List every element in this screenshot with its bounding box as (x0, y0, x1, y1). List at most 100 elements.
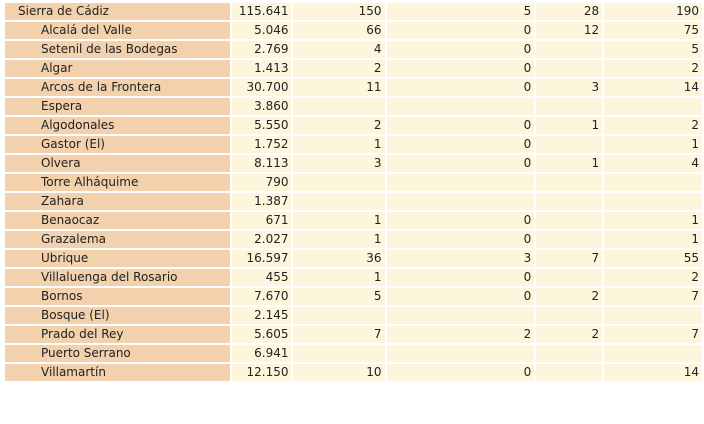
value-cell-c4 (536, 193, 603, 210)
table-row: Villaluenga del Rosario 455 1 0 2 (5, 269, 702, 286)
municipality-name-cell: Sierra de Cádiz (5, 3, 230, 20)
municipality-name-cell: Algar (5, 60, 230, 77)
value-cell-c1: 6.941 (231, 345, 292, 362)
value-cell-c3 (386, 345, 535, 362)
value-cell-c3: 0 (386, 364, 535, 381)
value-cell-c5: 190 (604, 3, 702, 20)
value-cell-c3: 5 (386, 3, 535, 20)
table-row: Torre Alháquime 790 (5, 174, 702, 191)
value-cell-c4 (536, 174, 603, 191)
value-cell-c3: 0 (386, 155, 535, 172)
municipality-name-cell: Villaluenga del Rosario (5, 269, 230, 286)
value-cell-c2: 150 (293, 3, 385, 20)
value-cell-c4: 1 (536, 117, 603, 134)
value-cell-c1: 671 (231, 212, 292, 229)
table-row: Bornos 7.670 5 0 2 7 (5, 288, 702, 305)
value-cell-c3: 0 (386, 60, 535, 77)
municipality-name-cell: Espera (5, 98, 230, 115)
value-cell-c1: 5.605 (231, 326, 292, 343)
value-cell-c3: 3 (386, 250, 535, 267)
value-cell-c5: 2 (604, 60, 702, 77)
table-row: Zahara 1.387 (5, 193, 702, 210)
value-cell-c3 (386, 307, 535, 324)
value-cell-c2: 5 (293, 288, 385, 305)
value-cell-c3 (386, 193, 535, 210)
municipality-name-cell: Bosque (El) (5, 307, 230, 324)
value-cell-c1: 3.860 (231, 98, 292, 115)
statistics-table: Sierra de Cádiz 115.641 150 5 28 190 Alcalá de… (3, 1, 704, 383)
table-row: Prado del Rey 5.605 7 2 2 7 (5, 326, 702, 343)
municipality-name-cell: Grazalema (5, 231, 230, 248)
value-cell-c3: 0 (386, 269, 535, 286)
value-cell-c1: 1.413 (231, 60, 292, 77)
value-cell-c4: 3 (536, 79, 603, 96)
value-cell-c2: 36 (293, 250, 385, 267)
value-cell-c2 (293, 193, 385, 210)
value-cell-c5 (604, 174, 702, 191)
value-cell-c2: 66 (293, 22, 385, 39)
municipality-name-cell: Zahara (5, 193, 230, 210)
value-cell-c2 (293, 174, 385, 191)
value-cell-c5: 1 (604, 136, 702, 153)
value-cell-c4: 1 (536, 155, 603, 172)
value-cell-c1: 5.550 (231, 117, 292, 134)
value-cell-c4: 12 (536, 22, 603, 39)
municipality-name-cell: Villamartín (5, 364, 230, 381)
value-cell-c2 (293, 307, 385, 324)
table-row: Ubrique 16.597 36 3 7 55 (5, 250, 702, 267)
table-body: Sierra de Cádiz 115.641 150 5 28 190 Alcalá de… (5, 3, 702, 381)
value-cell-c3: 0 (386, 288, 535, 305)
value-cell-c5: 14 (604, 79, 702, 96)
value-cell-c4: 2 (536, 326, 603, 343)
table-row: Espera 3.860 (5, 98, 702, 115)
municipality-name-cell: Prado del Rey (5, 326, 230, 343)
value-cell-c5 (604, 345, 702, 362)
value-cell-c1: 1.752 (231, 136, 292, 153)
value-cell-c2: 1 (293, 231, 385, 248)
municipality-name-cell: Benaocaz (5, 212, 230, 229)
value-cell-c1: 2.027 (231, 231, 292, 248)
value-cell-c1: 30.700 (231, 79, 292, 96)
value-cell-c4 (536, 269, 603, 286)
value-cell-c2 (293, 98, 385, 115)
value-cell-c4 (536, 41, 603, 58)
value-cell-c3: 0 (386, 212, 535, 229)
table-row: Olvera 8.113 3 0 1 4 (5, 155, 702, 172)
value-cell-c5 (604, 98, 702, 115)
value-cell-c5: 75 (604, 22, 702, 39)
table-row: Puerto Serrano 6.941 (5, 345, 702, 362)
table-row: Villamartín 12.150 10 0 14 (5, 364, 702, 381)
table-row: Grazalema 2.027 1 0 1 (5, 231, 702, 248)
table-row: Gastor (El) 1.752 1 0 1 (5, 136, 702, 153)
value-cell-c5: 2 (604, 117, 702, 134)
value-cell-c5: 1 (604, 231, 702, 248)
value-cell-c4: 7 (536, 250, 603, 267)
value-cell-c3: 2 (386, 326, 535, 343)
value-cell-c1: 115.641 (231, 3, 292, 20)
value-cell-c3: 0 (386, 41, 535, 58)
municipality-name-cell: Arcos de la Frontera (5, 79, 230, 96)
value-cell-c4 (536, 364, 603, 381)
value-cell-c1: 2.769 (231, 41, 292, 58)
table-row: Alcalá del Valle 5.046 66 0 12 75 (5, 22, 702, 39)
value-cell-c5 (604, 193, 702, 210)
value-cell-c5: 4 (604, 155, 702, 172)
municipality-name-cell: Gastor (El) (5, 136, 230, 153)
table-row: Algar 1.413 2 0 2 (5, 60, 702, 77)
value-cell-c2: 11 (293, 79, 385, 96)
value-cell-c1: 790 (231, 174, 292, 191)
value-cell-c4: 28 (536, 3, 603, 20)
table-row: Arcos de la Frontera 30.700 11 0 3 14 (5, 79, 702, 96)
value-cell-c1: 8.113 (231, 155, 292, 172)
value-cell-c3: 0 (386, 22, 535, 39)
value-cell-c4 (536, 307, 603, 324)
value-cell-c2: 1 (293, 136, 385, 153)
value-cell-c2: 2 (293, 117, 385, 134)
value-cell-c4 (536, 345, 603, 362)
data-table-container: Sierra de Cádiz 115.641 150 5 28 190 Alcalá de… (3, 1, 704, 383)
value-cell-c1: 2.145 (231, 307, 292, 324)
municipality-name-cell: Ubrique (5, 250, 230, 267)
municipality-name-cell: Algodonales (5, 117, 230, 134)
value-cell-c2 (293, 345, 385, 362)
value-cell-c2: 2 (293, 60, 385, 77)
